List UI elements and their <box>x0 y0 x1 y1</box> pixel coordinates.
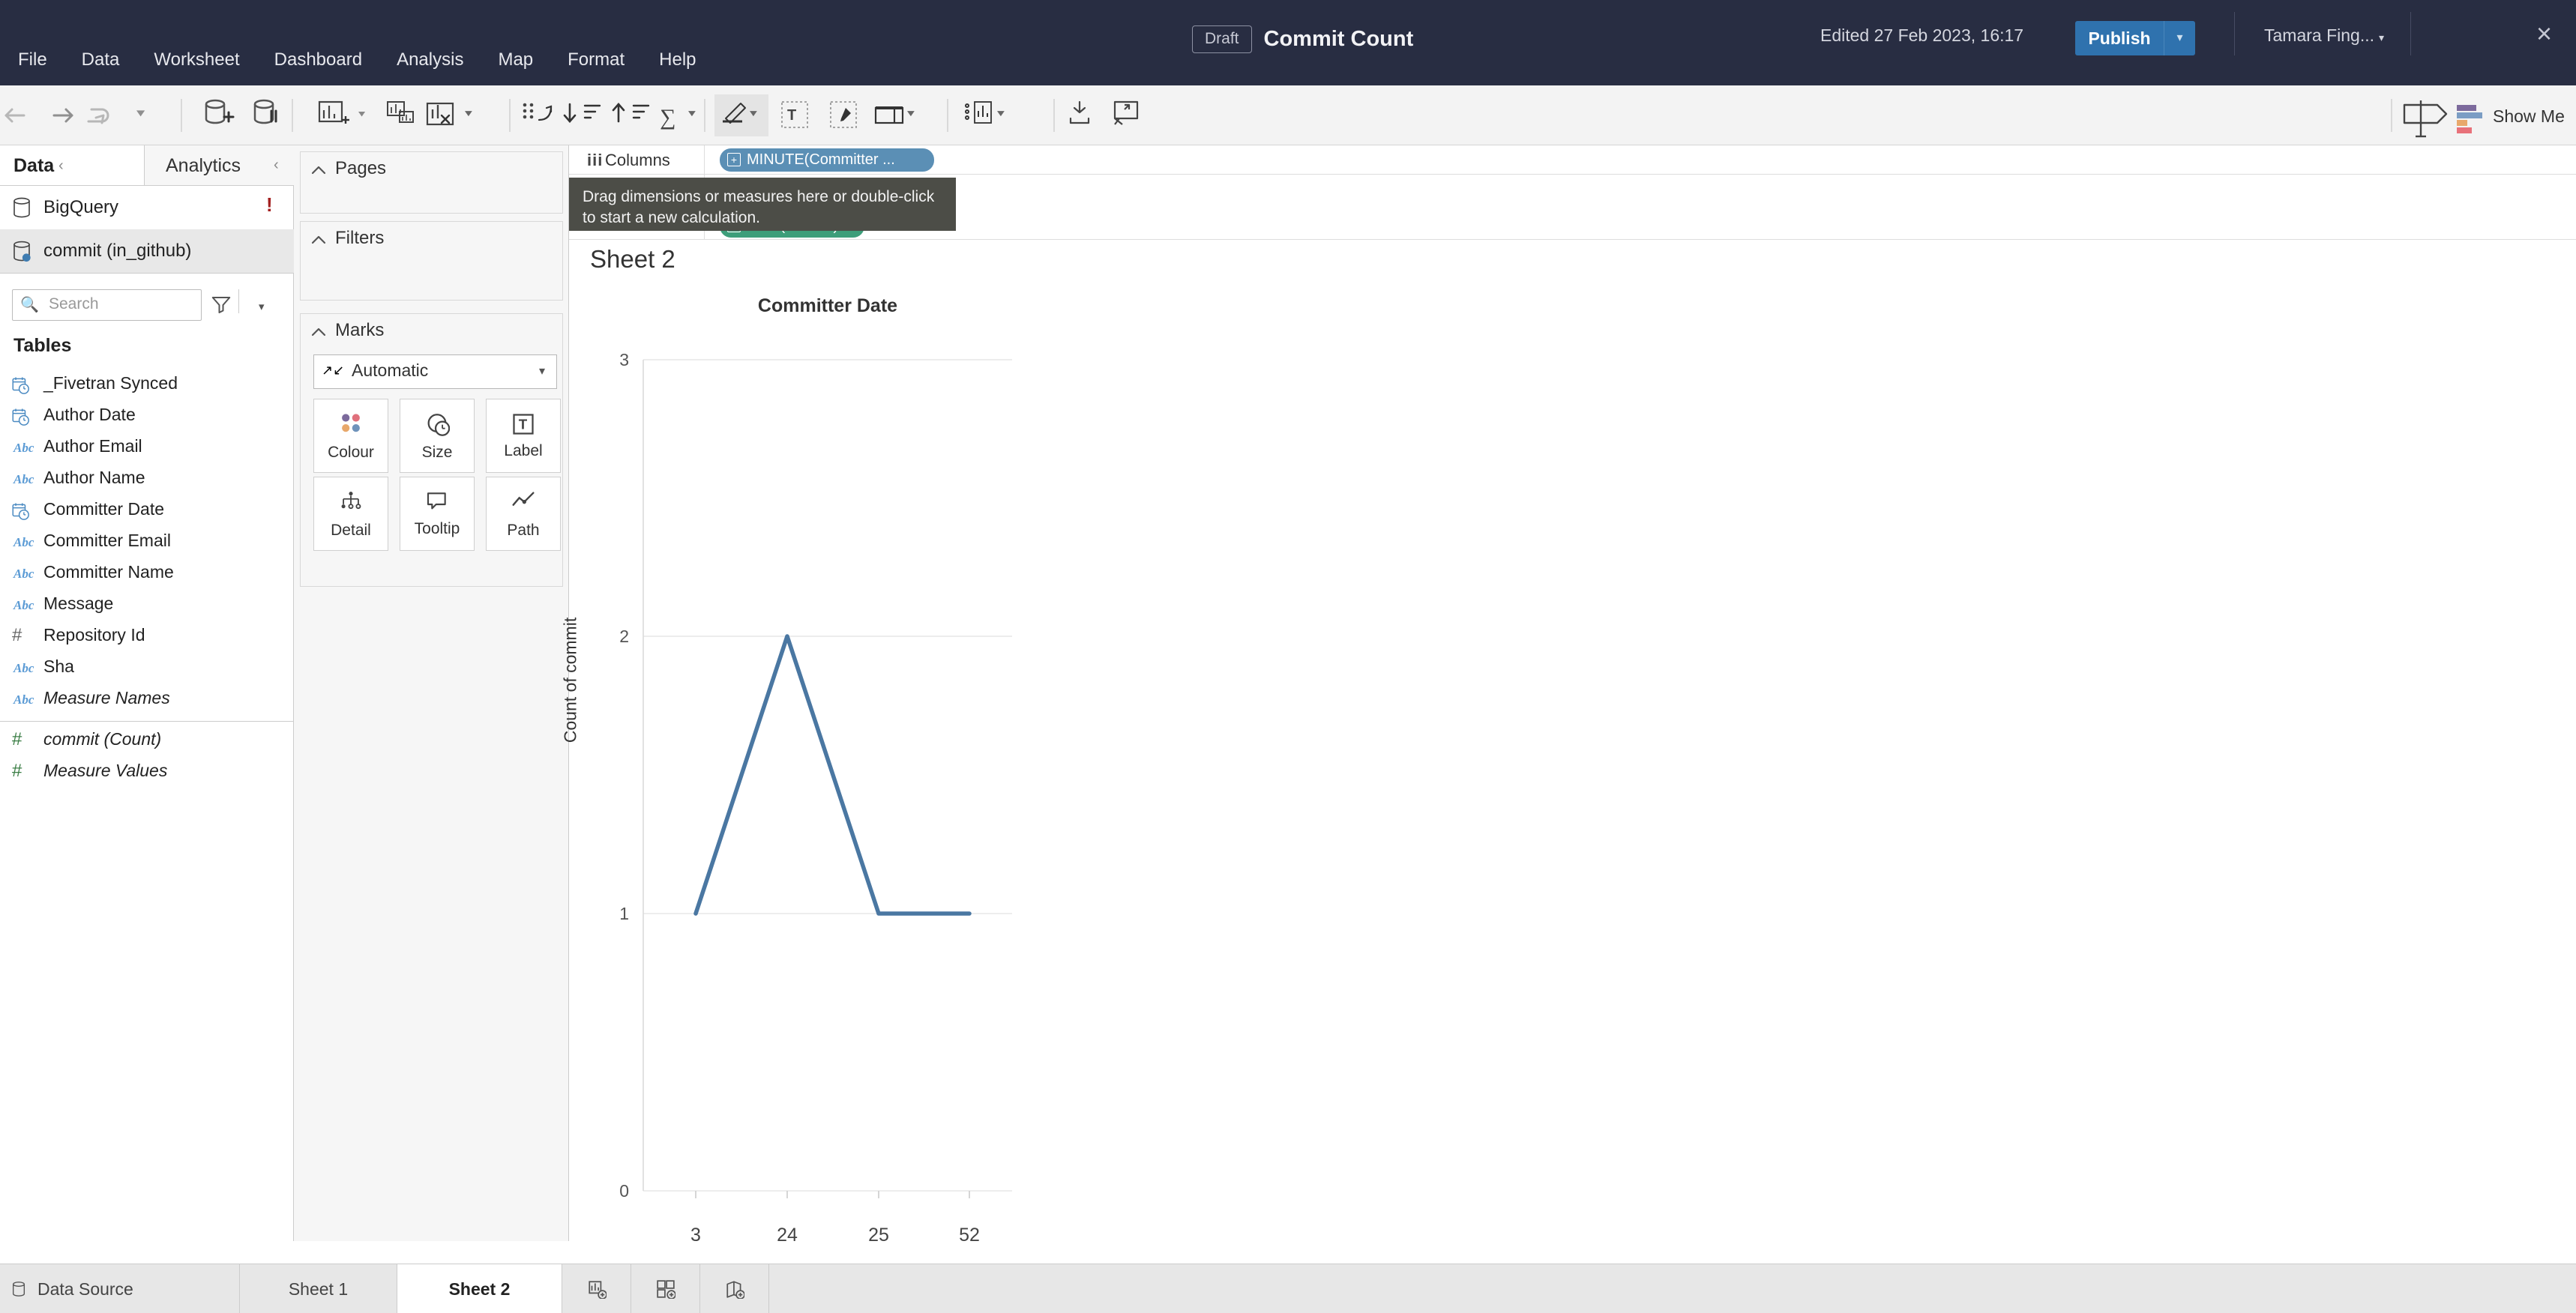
svg-text:2: 2 <box>619 627 629 646</box>
svg-text:52: 52 <box>959 1225 980 1246</box>
svg-text:3: 3 <box>690 1225 701 1246</box>
svg-text:T: T <box>519 416 528 432</box>
svg-text:24: 24 <box>777 1225 798 1246</box>
svg-text:3: 3 <box>619 350 629 369</box>
svg-text:∑: ∑ <box>660 105 675 130</box>
svg-text:T: T <box>787 107 796 124</box>
svg-text:1: 1 <box>619 904 629 923</box>
svg-text:25: 25 <box>868 1225 889 1246</box>
svg-text:0: 0 <box>619 1181 629 1201</box>
